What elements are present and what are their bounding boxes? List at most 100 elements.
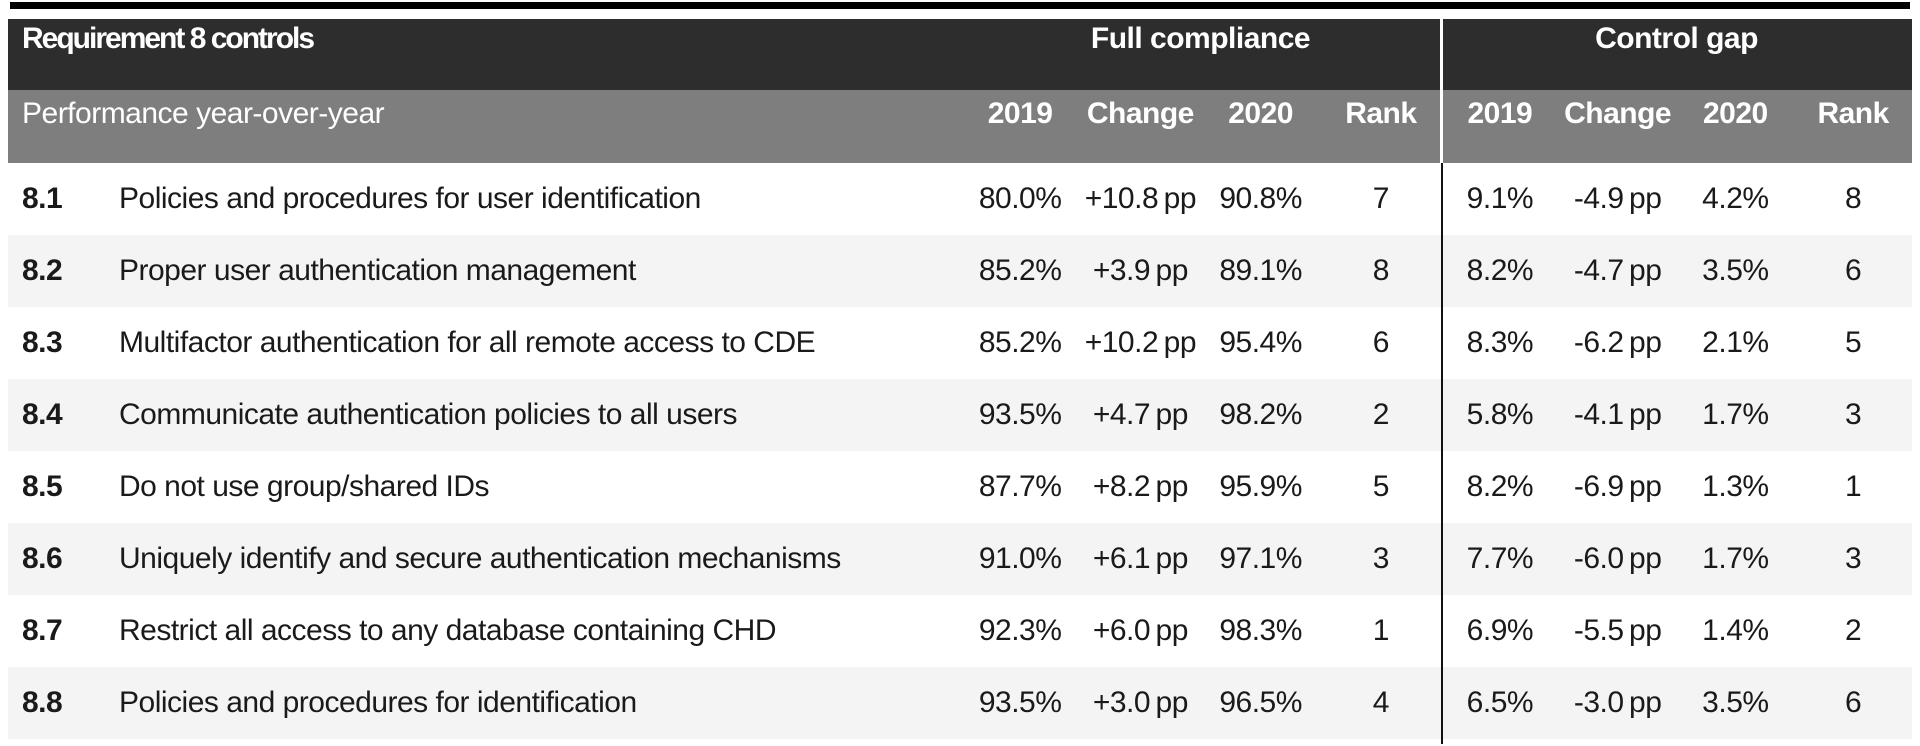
col-header-fc-2020: 2020: [1228, 97, 1293, 130]
value-cell-fc-2019: 85.2%: [978, 326, 1062, 359]
value-cell-cg-2019: 5.8%: [1466, 398, 1534, 431]
value-cell-cg-2020: 1.7%: [1702, 398, 1769, 431]
control-number: 8.7: [22, 614, 63, 647]
value-cell-fc-rank: 3: [1372, 542, 1390, 575]
value-cell-fc-2020: 89.1%: [1219, 254, 1302, 287]
col-header-cg-rank: Rank: [1817, 97, 1889, 130]
value-cell-fc-change: +6.1 pp: [1092, 542, 1189, 575]
value-cell-cg-change: -6.9 pp: [1573, 470, 1662, 503]
value-cell-cg-2019: 9.1%: [1466, 182, 1534, 215]
value-cell-cg-rank: 1: [1845, 470, 1862, 503]
control-description: Restrict all access to any database cont…: [119, 614, 777, 647]
value-cell-cg-change: -3.0 pp: [1573, 686, 1662, 719]
value-cell-fc-change: +3.9 pp: [1092, 254, 1189, 287]
table-title: Requirement 8 controls: [22, 22, 315, 55]
top-border-line: [10, 2, 1910, 9]
section-divider-body: [1441, 163, 1443, 744]
table-subtitle: Performance year-over-year: [22, 97, 385, 130]
value-cell-cg-2019: 8.2%: [1466, 470, 1534, 503]
col-header-cg-change: Change: [1564, 97, 1672, 130]
value-cell-cg-rank: 2: [1845, 614, 1862, 647]
control-description: Policies and procedures for identificati…: [119, 686, 637, 719]
col-header-cg-2019: 2019: [1467, 97, 1533, 130]
section-divider-header: [1440, 19, 1443, 163]
value-cell-fc-rank: 2: [1372, 398, 1390, 431]
table-row: 8.5 Do not use group/shared IDs 87.7% +8.2 …: [8, 451, 1912, 523]
value-cell-fc-change: +3.0 pp: [1092, 686, 1189, 719]
value-cell-fc-change: +10.8 pp: [1084, 182, 1197, 215]
value-cell-fc-rank: 1: [1372, 614, 1390, 647]
value-cell-cg-2020: 3.5%: [1702, 254, 1769, 287]
value-cell-cg-2020: 2.1%: [1702, 326, 1769, 359]
table-row: 8.2 Proper user authentication management…: [8, 235, 1912, 307]
value-cell-cg-rank: 6: [1845, 254, 1862, 287]
value-cell-cg-2019: 6.5%: [1466, 686, 1534, 719]
control-description: Uniquely identify and secure authenticat…: [119, 542, 841, 575]
value-cell-fc-rank: 8: [1372, 254, 1390, 287]
value-cell-fc-2019: 91.0%: [978, 542, 1062, 575]
table-body: 8.1 Policies and procedures for user iden…: [8, 163, 1912, 739]
value-cell-fc-2020: 96.5%: [1219, 686, 1302, 719]
value-cell-cg-rank: 3: [1845, 398, 1862, 431]
col-header-fc-change: Change: [1086, 97, 1195, 130]
col-header-fc-2019: 2019: [987, 97, 1053, 130]
value-cell-fc-rank: 5: [1372, 470, 1390, 503]
value-cell-cg-change: -6.2 pp: [1573, 326, 1662, 359]
control-number: 8.4: [22, 398, 63, 431]
value-cell-cg-2020: 1.7%: [1702, 542, 1769, 575]
control-number: 8.8: [22, 686, 63, 719]
value-cell-cg-2019: 8.2%: [1466, 254, 1534, 287]
value-cell-cg-change: -4.1 pp: [1573, 398, 1662, 431]
value-cell-cg-rank: 8: [1845, 182, 1862, 215]
control-number: 8.6: [22, 542, 63, 575]
control-number: 8.2: [22, 254, 63, 287]
value-cell-fc-rank: 4: [1372, 686, 1390, 719]
table-row: 8.3 Multifactor authentication for all re…: [8, 307, 1912, 379]
section-header-control-gap: Control gap: [1595, 22, 1758, 55]
value-cell-fc-change: +4.7 pp: [1092, 398, 1189, 431]
value-cell-fc-change: +8.2 pp: [1092, 470, 1189, 503]
table-row: 8.8 Policies and procedures for identific…: [8, 667, 1912, 739]
value-cell-fc-2020: 95.4%: [1219, 326, 1302, 359]
requirement-8-controls-table: Requirement 8 controls Full compliance C…: [8, 19, 1912, 744]
value-cell-fc-2019: 93.5%: [978, 686, 1062, 719]
table-row: 8.4 Communicate authentication policies t…: [8, 379, 1912, 451]
value-cell-fc-2019: 80.0%: [978, 182, 1062, 215]
value-cell-cg-change: -5.5 pp: [1573, 614, 1662, 647]
table-row: 8.7 Restrict all access to any database c…: [8, 595, 1912, 667]
col-header-cg-2020: 2020: [1703, 97, 1768, 130]
value-cell-fc-change: +10.2 pp: [1084, 326, 1197, 359]
value-cell-cg-rank: 6: [1845, 686, 1862, 719]
table-row: 8.1 Policies and procedures for user iden…: [8, 163, 1912, 235]
table-header-main: Requirement 8 controls Full compliance C…: [8, 19, 1912, 90]
section-header-full-compliance: Full compliance: [1090, 22, 1311, 55]
control-description: Communicate authentication policies to a…: [119, 398, 738, 431]
value-cell-fc-2019: 92.3%: [978, 614, 1062, 647]
table-header-columns: Performance year-over-year 2019 Change 2…: [8, 90, 1912, 163]
control-description: Multifactor authentication for all remot…: [119, 326, 816, 359]
value-cell-cg-2020: 4.2%: [1702, 182, 1769, 215]
value-cell-cg-2020: 1.4%: [1702, 614, 1769, 647]
value-cell-cg-rank: 3: [1845, 542, 1862, 575]
control-description: Proper user authentication management: [119, 254, 636, 287]
table-row: 8.6 Uniquely identify and secure authenti…: [8, 523, 1912, 595]
value-cell-cg-change: -6.0 pp: [1573, 542, 1662, 575]
value-cell-fc-2020: 95.9%: [1219, 470, 1302, 503]
value-cell-fc-2020: 90.8%: [1219, 182, 1302, 215]
value-cell-fc-2020: 97.1%: [1219, 542, 1302, 575]
value-cell-fc-rank: 6: [1372, 326, 1390, 359]
value-cell-fc-2019: 93.5%: [978, 398, 1062, 431]
value-cell-fc-rank: 7: [1372, 182, 1390, 215]
value-cell-fc-2019: 87.7%: [978, 470, 1062, 503]
control-number: 8.5: [22, 470, 63, 503]
value-cell-cg-rank: 5: [1845, 326, 1862, 359]
value-cell-cg-change: -4.9 pp: [1573, 182, 1662, 215]
value-cell-fc-change: +6.0 pp: [1092, 614, 1189, 647]
value-cell-cg-2020: 3.5%: [1702, 686, 1769, 719]
value-cell-fc-2020: 98.3%: [1219, 614, 1302, 647]
col-header-fc-rank: Rank: [1345, 97, 1417, 130]
value-cell-cg-2020: 1.3%: [1702, 470, 1769, 503]
control-description: Policies and procedures for user identif…: [119, 182, 701, 215]
value-cell-cg-change: -4.7 pp: [1573, 254, 1662, 287]
value-cell-fc-2020: 98.2%: [1219, 398, 1302, 431]
